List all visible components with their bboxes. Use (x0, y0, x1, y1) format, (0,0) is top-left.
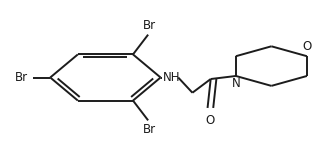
Text: N: N (232, 78, 240, 91)
Text: O: O (205, 114, 215, 127)
Text: Br: Br (142, 123, 156, 136)
Text: NH: NH (163, 71, 181, 84)
Text: Br: Br (142, 19, 156, 32)
Text: O: O (302, 40, 312, 53)
Text: Br: Br (15, 71, 29, 84)
